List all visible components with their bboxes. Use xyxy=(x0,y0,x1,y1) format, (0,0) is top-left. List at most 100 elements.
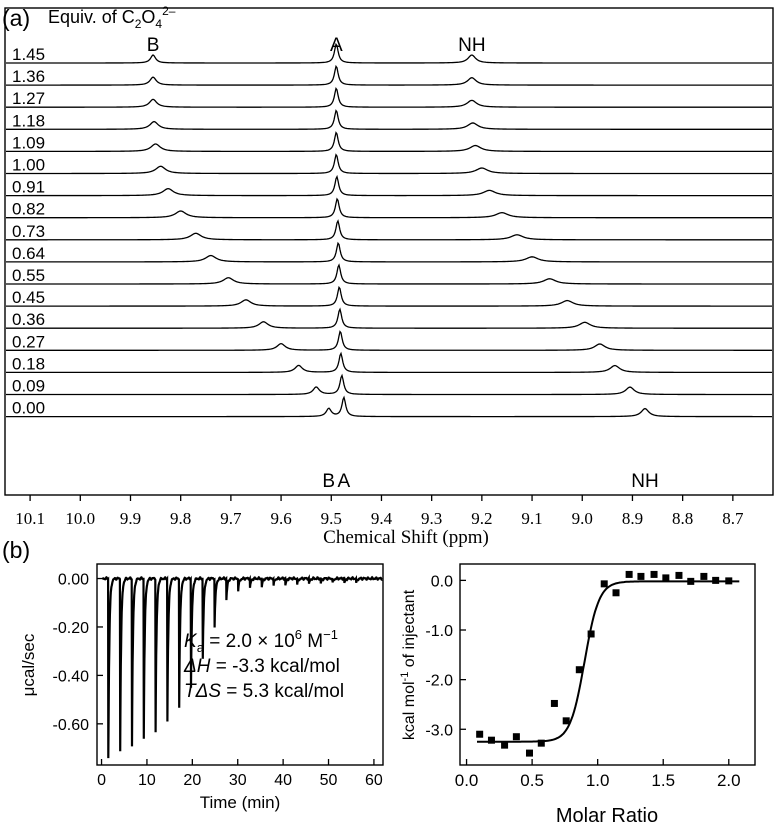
y-tick-label: -1.0 xyxy=(425,623,453,640)
itc-raw-x-ticks: 0 10 20 30 40 50 60 xyxy=(97,759,383,789)
panel-a-frame xyxy=(4,7,774,496)
data-point xyxy=(587,630,595,638)
x-tick-label: 10.1 xyxy=(15,509,45,528)
equiv-label: 0.64 xyxy=(12,244,45,263)
x-tick-label: 9.6 xyxy=(270,509,291,528)
panel-b-label: (b) xyxy=(2,537,30,563)
x-tick-label: 0 xyxy=(97,772,106,789)
x-tick-label: 10 xyxy=(138,772,156,789)
data-point xyxy=(550,699,558,707)
peak-label-top: NH xyxy=(458,35,485,56)
equiv-labels: 1.45 1.36 1.27 1.18 1.09 1.00 0.91 0.82 0.73 0.64… xyxy=(12,45,45,418)
spectrum-0.91 xyxy=(6,174,772,197)
spectrum-1.18 xyxy=(6,109,772,130)
x-tick-label: 2.0 xyxy=(717,771,741,790)
data-point xyxy=(675,571,683,579)
panel-b-isotherm: 0.0 -1.0 -2.0 -3.0 0.0 0.5 1.0 1.5 2.0 kcal mol… xyxy=(399,563,756,827)
peak-label-top: A xyxy=(330,35,343,56)
isotherm-x-axis-label: Molar Ratio xyxy=(556,805,658,827)
isotherm-y-axis-label: kcal mol-1 of injectant xyxy=(399,589,418,740)
tds-annotation: TΔS = 5.3 kcal/mol xyxy=(184,681,344,702)
x-tick-label: 1.0 xyxy=(586,771,610,790)
equiv-label: 1.00 xyxy=(12,156,45,175)
equiv-label: 0.00 xyxy=(12,399,45,418)
equiv-label: 0.09 xyxy=(12,377,45,396)
spectrum-0.27 xyxy=(6,330,772,351)
spectrum-1.27 xyxy=(6,86,772,108)
bottom-peak-labels: B A NH xyxy=(322,471,658,492)
data-point xyxy=(637,572,645,580)
data-point xyxy=(612,589,620,597)
x-tick-label: 9.8 xyxy=(170,509,191,528)
peak-label-bottom: A xyxy=(337,471,350,492)
data-point xyxy=(487,736,495,744)
data-point xyxy=(512,733,520,741)
x-tick-label: 40 xyxy=(274,772,292,789)
panel-a-x-ticks: 10.1 10.0 9.9 9.8 9.7 9.6 9.5 9.4 9.3 9.2 9.1 9.0 8.… xyxy=(15,495,744,528)
data-point xyxy=(712,576,720,584)
top-peak-labels: B A NH xyxy=(147,35,486,56)
equiv-label: 1.27 xyxy=(12,89,45,108)
x-tick-label: 10.0 xyxy=(65,509,95,528)
x-tick-label: 1.5 xyxy=(651,771,675,790)
data-point xyxy=(501,741,509,749)
spectrum-1.36 xyxy=(6,64,772,86)
isotherm-points xyxy=(476,570,733,757)
y-tick-label: -3.0 xyxy=(425,722,453,739)
spectrum-0.64 xyxy=(6,241,772,263)
itc-raw-y-axis-label: μcal/sec xyxy=(19,633,38,696)
y-tick-label: -0.40 xyxy=(53,668,90,685)
equiv-label: 1.45 xyxy=(12,45,45,64)
equiv-label: 1.09 xyxy=(12,133,45,152)
spectrum-0.18 xyxy=(6,351,772,374)
equiv-label: 0.55 xyxy=(12,266,45,285)
data-point xyxy=(725,577,733,585)
isotherm-fit-curve xyxy=(477,580,740,743)
data-point xyxy=(525,749,533,757)
data-point xyxy=(575,666,583,674)
ka-annotation: Ka = 2.0 × 106 M−1 xyxy=(184,627,338,655)
spectrum-0.82 xyxy=(6,197,772,219)
x-tick-label: 9.7 xyxy=(220,509,242,528)
data-point xyxy=(625,570,633,578)
x-tick-label: 8.9 xyxy=(622,509,643,528)
peak-label-bottom: B xyxy=(322,471,335,492)
x-tick-label: 9.1 xyxy=(521,509,542,528)
x-tick-label: 0.5 xyxy=(520,771,544,790)
dh-annotation: ΔH = -3.3 kcal/mol xyxy=(183,656,340,677)
itc-raw-x-axis-label: Time (min) xyxy=(200,793,281,812)
data-point xyxy=(662,574,670,582)
x-tick-label: 60 xyxy=(365,772,383,789)
data-point xyxy=(650,570,658,578)
spectrum-0.45 xyxy=(6,285,772,307)
y-tick-label: -0.20 xyxy=(53,620,90,637)
equiv-label: 0.27 xyxy=(12,332,45,351)
x-tick-label: 30 xyxy=(229,772,247,789)
x-tick-label: 9.4 xyxy=(371,509,393,528)
x-tick-label: 8.7 xyxy=(722,509,744,528)
x-tick-label: 20 xyxy=(183,772,201,789)
x-tick-label: 50 xyxy=(320,772,338,789)
panel-a-x-axis-label: Chemical Shift (ppm) xyxy=(323,527,489,548)
equiv-label: 0.18 xyxy=(12,354,45,373)
spectrum-0.55 xyxy=(6,263,772,285)
data-point xyxy=(600,580,608,588)
equiv-label: 1.18 xyxy=(12,111,45,130)
spectrum-0.36 xyxy=(6,307,772,329)
equiv-label: 0.91 xyxy=(12,178,45,197)
x-tick-label: 9.9 xyxy=(120,509,141,528)
equiv-label: 1.36 xyxy=(12,67,45,86)
nmr-spectra xyxy=(5,42,772,418)
panel-a-label: (a) xyxy=(2,5,30,31)
y-tick-label: -0.60 xyxy=(53,717,90,734)
x-tick-label: 0.0 xyxy=(455,771,479,790)
isotherm-frame xyxy=(459,563,756,766)
isotherm-x-ticks: 0.0 0.5 1.0 1.5 2.0 xyxy=(455,759,741,790)
x-tick-label: 9.5 xyxy=(321,509,342,528)
data-point xyxy=(700,572,708,580)
itc-raw-trace xyxy=(101,574,383,759)
equiv-label: 0.36 xyxy=(12,310,45,329)
y-tick-label: 0.00 xyxy=(58,572,89,589)
spectrum-1.09 xyxy=(6,131,772,153)
panel-a: (a) Equiv. of C2O42– 1.451.361.271.181.0… xyxy=(2,4,774,548)
